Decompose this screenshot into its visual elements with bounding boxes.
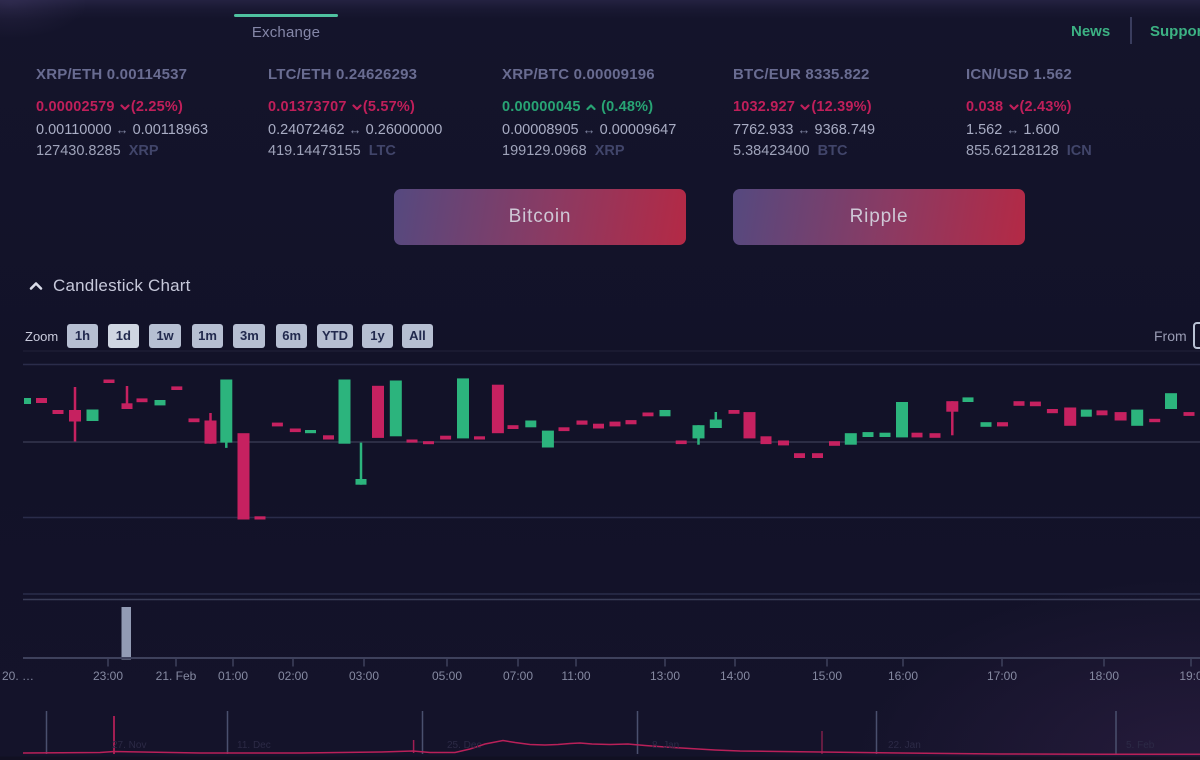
svg-text:18:00: 18:00 [1089, 669, 1119, 683]
svg-text:11. Dec: 11. Dec [237, 740, 271, 751]
svg-text:03:00: 03:00 [349, 669, 379, 683]
svg-text:17:00: 17:00 [987, 669, 1017, 683]
svg-text:07:00: 07:00 [503, 669, 533, 683]
svg-text:8. Jan: 8. Jan [652, 740, 679, 751]
svg-text:14:00: 14:00 [720, 669, 750, 683]
svg-text:02:00: 02:00 [278, 669, 308, 683]
svg-text:16:00: 16:00 [888, 669, 918, 683]
svg-text:22. Jan: 22. Jan [888, 740, 921, 751]
svg-text:01:00: 01:00 [218, 669, 248, 683]
svg-text:27. Nov: 27. Nov [112, 740, 146, 751]
svg-text:15:00: 15:00 [812, 669, 842, 683]
svg-text:25. Dec: 25. Dec [447, 740, 481, 751]
svg-text:13:00: 13:00 [650, 669, 680, 683]
svg-text:05:00: 05:00 [432, 669, 462, 683]
svg-text:19:0: 19:0 [1179, 669, 1200, 683]
svg-text:5. Feb: 5. Feb [1126, 740, 1155, 751]
svg-text:21. Feb: 21. Feb [156, 669, 197, 683]
svg-text:11:00: 11:00 [561, 669, 590, 683]
svg-text:23:00: 23:00 [93, 669, 123, 683]
svg-text:20. …: 20. … [2, 669, 34, 683]
